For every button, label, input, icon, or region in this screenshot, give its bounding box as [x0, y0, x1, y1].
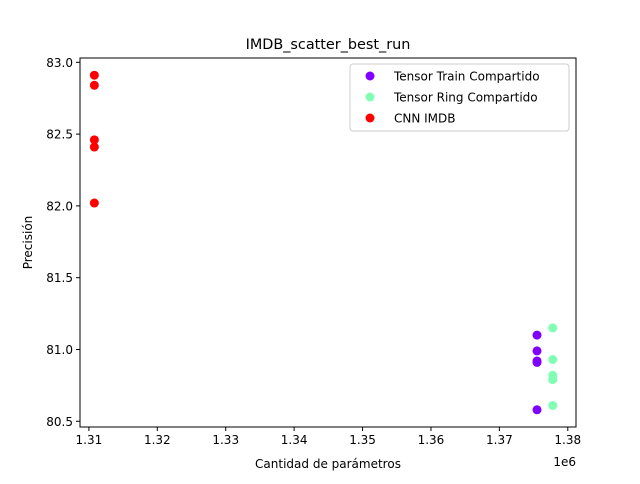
- x-tick-label: 1.37: [486, 433, 513, 447]
- data-point: [532, 330, 542, 340]
- data-point: [548, 355, 558, 365]
- x-tick-label: 1.38: [554, 433, 581, 447]
- legend-marker: [365, 71, 375, 81]
- y-axis: 80.5 81.0 81.5 82.0 82.5 83.0: [46, 56, 80, 429]
- data-point: [532, 357, 542, 367]
- y-tick-label: 81.5: [46, 271, 73, 285]
- y-tick-label: 83.0: [46, 56, 73, 70]
- x-tick-label: 1.31: [76, 433, 103, 447]
- legend: Tensor Train Compartido Tensor Ring Compa…: [349, 63, 570, 132]
- series-2: [89, 70, 99, 208]
- x-tick-label: 1.33: [212, 433, 239, 447]
- data-point: [548, 323, 558, 333]
- legend-marker: [365, 113, 375, 123]
- x-axis: 1.31 1.32 1.33 1.34 1.35 1.36 1.37 1.38: [76, 427, 581, 447]
- axes-frame: [79, 57, 577, 428]
- x-axis-offset-label: 1e6: [553, 455, 576, 469]
- y-tick-label: 82.0: [46, 199, 73, 213]
- legend-box: [349, 63, 570, 132]
- x-tick-label: 1.35: [349, 433, 376, 447]
- legend-marker: [365, 92, 375, 102]
- data-point: [532, 405, 542, 415]
- chart-title: IMDB_scatter_best_run: [246, 37, 411, 53]
- series-0: [532, 330, 542, 415]
- data-point: [89, 198, 99, 208]
- data-point: [89, 70, 99, 80]
- data-point: [89, 80, 99, 90]
- data-point: [548, 375, 558, 385]
- data-point: [89, 135, 99, 145]
- legend-label: Tensor Ring Compartido: [393, 91, 538, 105]
- legend-label: Tensor Train Compartido: [393, 70, 540, 84]
- y-tick-label: 80.5: [46, 415, 73, 429]
- x-axis-label: Cantidad de parámetros: [255, 457, 401, 471]
- y-tick-label: 82.5: [46, 128, 73, 142]
- data-point: [89, 142, 99, 152]
- y-axis-label: Precisión: [21, 216, 35, 270]
- y-tick-label: 81.0: [46, 343, 73, 357]
- x-tick-label: 1.32: [144, 433, 171, 447]
- x-tick-label: 1.34: [281, 433, 308, 447]
- plot-area: [89, 70, 558, 415]
- legend-label: CNN IMDB: [394, 112, 456, 126]
- x-tick-label: 1.36: [418, 433, 445, 447]
- data-point: [532, 346, 542, 356]
- series-1: [548, 323, 558, 410]
- data-point: [548, 400, 558, 410]
